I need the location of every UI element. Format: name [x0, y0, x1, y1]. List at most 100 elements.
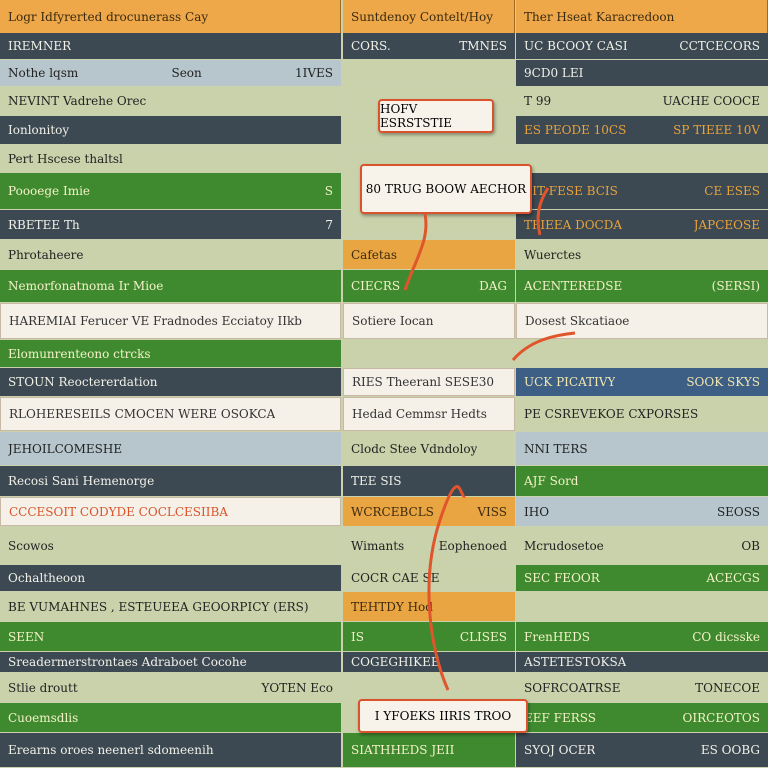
cell-text: Dosest Skcatiaoe [525, 314, 630, 328]
table-cell: CCCESOIT CODYDE COCLCESIIBA [0, 497, 341, 526]
table-cell [516, 145, 768, 172]
table-cell: IREMNER [0, 33, 341, 59]
table-cell: SYOJ OCER ES OOBG [516, 733, 768, 767]
table-cell: RIES Theeranl SESE30 [343, 368, 515, 396]
cell-text: CCCESOIT CODYDE COCLCESIIBA [9, 504, 228, 519]
cell-text: Ochaltheoon [8, 571, 86, 585]
table-cell: JEHOILCOMESHE [0, 432, 341, 465]
cell-text: Mcrudosetoe [524, 538, 604, 553]
arrow [511, 331, 576, 361]
cell-text: ES PEODE 10CS [524, 123, 627, 137]
cell-text: RLOHERESEILS CMOCEN WERE OSOKCA [9, 407, 276, 421]
cell-text: UACHE COOCE [662, 94, 760, 108]
cell-text: NNI TERS [524, 441, 588, 456]
cell-text: SEEN [8, 629, 45, 644]
cell-text: Recosi Sani Hemenorge [8, 474, 155, 488]
callout-box: I YFOEKS IIRIS TROO [358, 699, 528, 733]
cell-text: Sotiere Iocan [352, 314, 434, 328]
cell-text: JAPCEOSE [693, 217, 760, 232]
cell-text: Cafetas [351, 247, 398, 262]
cell-text: ACECGS [706, 571, 760, 585]
cell-text: CCTCECORS [679, 39, 760, 53]
table-cell: WCRCEBCLS VISS [343, 497, 515, 526]
cell-text: OB [741, 538, 760, 553]
table-cell: RLOHERESEILS CMOCEN WERE OSOKCA [0, 397, 341, 431]
table-cell: NNI TERS [516, 432, 768, 465]
table-cell [343, 673, 515, 702]
cell-text: COGEGHIKEE [351, 655, 440, 669]
cell-text: IREMNER [8, 39, 72, 53]
cell-text: YOTEN Eco [261, 680, 333, 695]
cell-text: AJF Sord [524, 474, 579, 488]
cell-text: FrenHEDS [524, 629, 590, 644]
table-cell: NEVINT Vadrehe Orec [0, 87, 341, 115]
cell-text: TEHTDY Hod [351, 599, 433, 614]
table-cell: AJF Sord [516, 466, 768, 496]
cell-text: RIES Theeranl SESE30 [352, 375, 495, 389]
cell-text: SP TIEEE 10V [673, 123, 760, 137]
header-cell: Logr Idfyrerted drocunerass Cay [0, 0, 341, 33]
table-cell: Sreadermerstrontaes Adraboet Cocohe [0, 652, 341, 672]
table-cell: PE CSREVEKOE CXPORSES [516, 397, 768, 431]
table-cell: Clodc Stee Vdndoloy [343, 432, 515, 465]
table-cell: Stlie droutt YOTEN Eco [0, 673, 341, 702]
table-cell: Mcrudosetoe OB [516, 527, 768, 564]
cell-text: Ther Hseat Karacredoon [524, 9, 675, 24]
cell-text: Wimants [351, 538, 405, 553]
header-cell: Ther Hseat Karacredoon [516, 0, 768, 33]
table-cell: Recosi Sani Hemenorge [0, 466, 341, 496]
table-cell: Wimants Eophenoed [343, 527, 515, 564]
table-cell: CIECRS DAG [343, 270, 515, 302]
cell-text: UC BCOOY CASI [524, 39, 628, 53]
table-cell: SEEN [0, 622, 341, 651]
cell-text: Suntdenoy Contelt/Hoy [351, 9, 494, 24]
table-cell: RBETEE Th 7 [0, 210, 341, 239]
cell-text: 7 [325, 217, 333, 232]
cell-text: Cuoemsdlis [8, 710, 79, 725]
cell-text: HAREMIAI Ferucer VE Fradnodes Ecciatoy I… [9, 314, 302, 328]
cell-text: SOFRCOATRSE [524, 680, 621, 695]
cell-text: Elomunrenteono ctrcks [8, 346, 151, 361]
cell-text: (SERSI) [711, 279, 760, 293]
cell-text: Erearns oroes neenerl sdomeenih [8, 743, 214, 757]
cell-text: ACENTEREDSE [524, 279, 623, 293]
cell-text: VISS [477, 504, 507, 519]
table-cell: Cuoemsdlis [0, 703, 341, 732]
cell-text: SIT FESE BCIS [524, 184, 618, 198]
table-cell: Ochaltheoon [0, 565, 341, 591]
table-cell [343, 340, 515, 367]
cell-text: Poooege Imie [8, 184, 91, 198]
cell-text: TMNES [459, 39, 507, 53]
cell-text: 1IVES [294, 66, 333, 80]
table-cell: Dosest Skcatiaoe [516, 303, 768, 339]
cell-text: UCK PICATIVY [524, 375, 616, 389]
cell-text: Logr Idfyrerted drocunerass Cay [8, 9, 209, 24]
table-cell: IHO SEOSS [516, 497, 768, 526]
cell-text: Clodc Stee Vdndoloy [351, 441, 478, 456]
table-cell: STOUN Reoctererdation [0, 368, 341, 396]
cell-text: SIATHHEDS JEII [351, 743, 455, 757]
table-cell: SOFRCOATRSE TONECOE [516, 673, 768, 702]
table-cell [343, 210, 515, 239]
arrow [536, 187, 550, 236]
cell-text: S [324, 184, 333, 198]
cell-text: BE VUMAHNES , ESTEUEEA GEOORPICY (ERS) [8, 599, 309, 614]
table-cell: EEF FERSS OIRCEOTOS [516, 703, 768, 732]
table-cell: CORS. TMNES [343, 33, 515, 59]
table-cell: TFIEEA DOCDA JAPCEOSE [516, 210, 768, 239]
table-cell: UCK PICATIVY SOOK SKYS [516, 368, 768, 396]
table-cell: Scowos [0, 527, 341, 564]
callout-box: 80 TRUG BOOW AECHOR [360, 164, 532, 214]
table-cell: Pert Hscese thaltsl [0, 145, 341, 172]
table-cell: ACENTEREDSE (SERSI) [516, 270, 768, 302]
table-cell: TEE SIS [343, 466, 515, 496]
table-cell: SEC FEOOR ACECGS [516, 565, 768, 591]
table-cell: UC BCOOY CASI CCTCECORS [516, 33, 768, 59]
cell-text: SYOJ OCER [524, 743, 596, 757]
table-cell: Hedad Cemmsr Hedts [343, 397, 515, 431]
arrow [403, 213, 428, 291]
cell-text: EEF FERSS [524, 710, 597, 725]
cell-text: TFIEEA DOCDA [524, 217, 622, 232]
